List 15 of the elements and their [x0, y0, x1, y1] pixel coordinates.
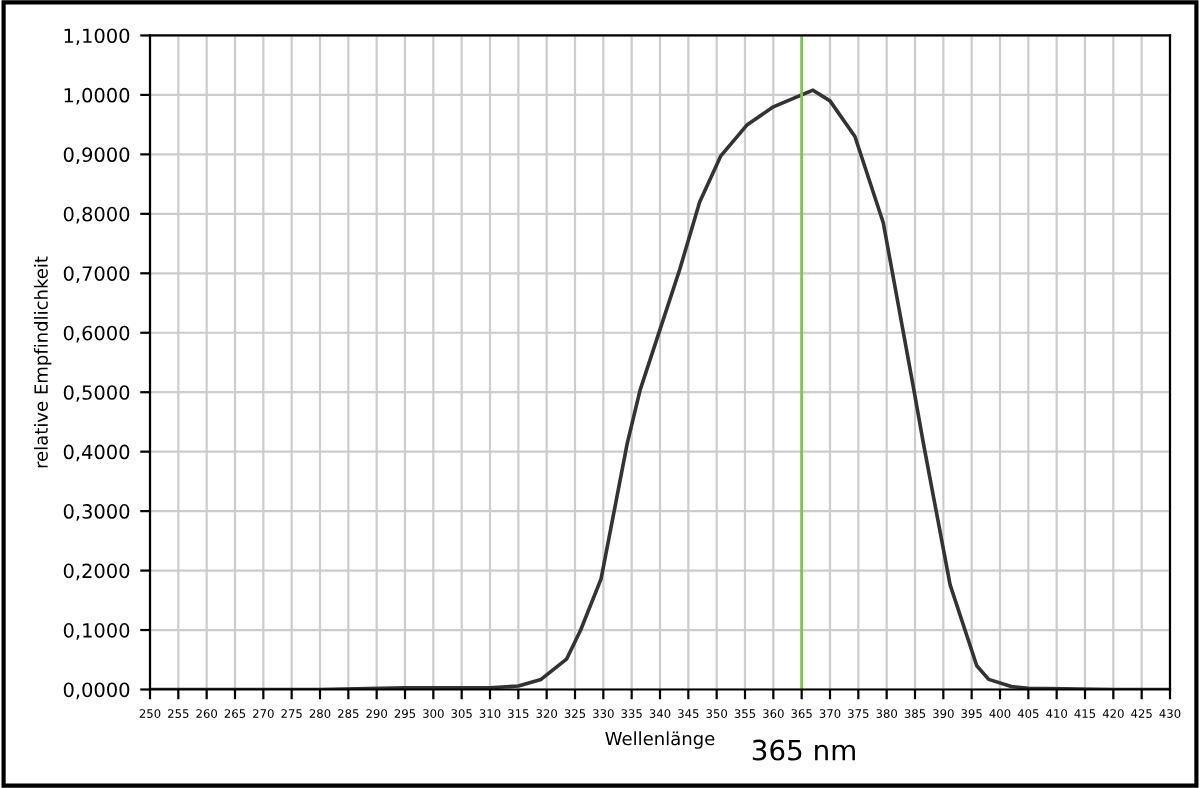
y-tick-label: 0,1000: [63, 623, 130, 640]
y-tick-label: 0,7000: [63, 266, 130, 283]
y-tick-label: 1,0000: [64, 87, 130, 105]
y-tick-label: 0,4000: [63, 444, 130, 462]
text: 365 nm: [752, 739, 855, 761]
y-axis-title: relative Empfindlichkeit: [33, 256, 52, 468]
y-tick-label: 0,3000: [63, 504, 130, 521]
y-tick-label: 0,0000: [63, 682, 130, 700]
x-axis-title: Wellenlänge: [605, 731, 715, 749]
y-tick-label: 0,6000: [63, 325, 130, 343]
y-tick-label: 0,5000: [63, 385, 130, 402]
y-tick-label: 0,9000: [63, 147, 130, 165]
y-tick-label: 1,1000: [64, 28, 130, 46]
y-tick-label: 0,2000: [63, 563, 130, 581]
y-tick-label: 0,8000: [63, 206, 130, 224]
